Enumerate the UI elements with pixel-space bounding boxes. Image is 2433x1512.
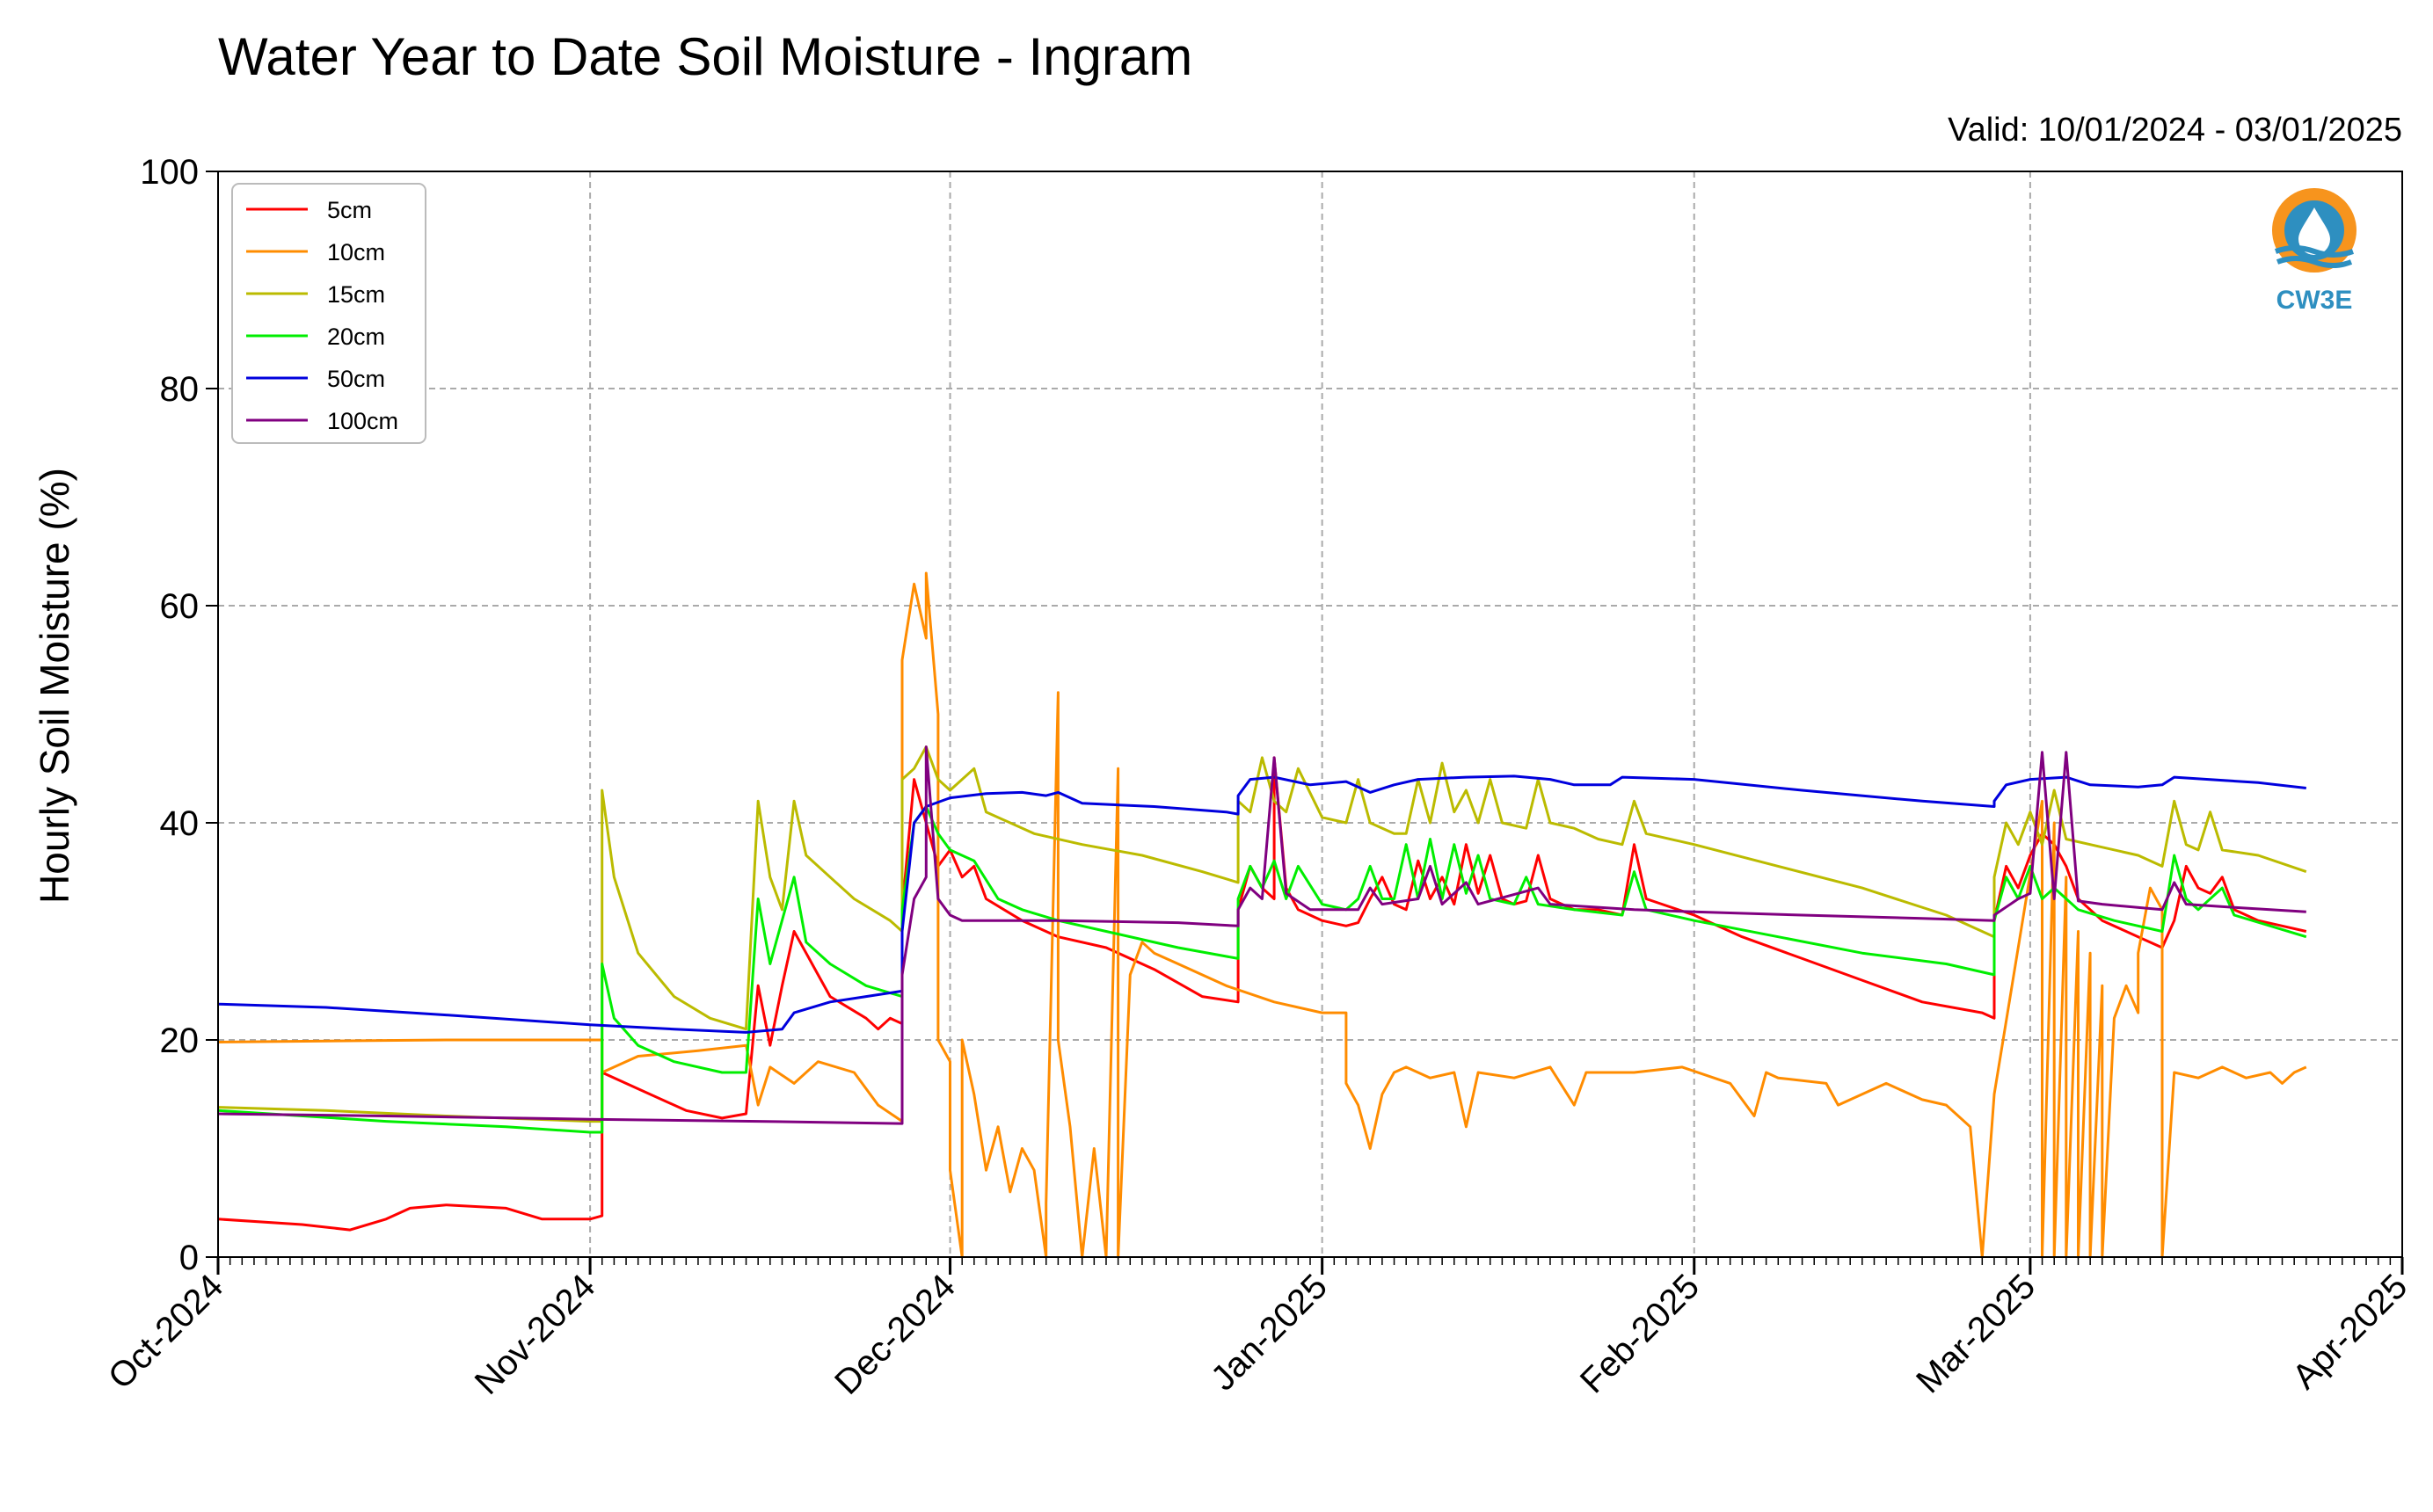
cw3e-logo: CW3E bbox=[2272, 188, 2357, 315]
legend-label-100cm: 100cm bbox=[327, 408, 398, 434]
chart-subtitle: Valid: 10/01/2024 - 03/01/2025 bbox=[1948, 112, 2402, 149]
series-line-20cm bbox=[217, 805, 2307, 1134]
series-lines bbox=[217, 571, 2307, 1259]
x-tick-label: Jan-2025 bbox=[1204, 1267, 1335, 1398]
x-tick-label: Dec-2024 bbox=[827, 1267, 963, 1402]
y-tick-label: 80 bbox=[160, 370, 200, 409]
minor-ticks bbox=[217, 1257, 2403, 1265]
x-tick-label: Mar-2025 bbox=[1909, 1267, 2043, 1400]
chart-title: Water Year to Date Soil Moisture - Ingra… bbox=[218, 27, 1192, 86]
plot-frame bbox=[217, 171, 2403, 1258]
y-axis-label: Hourly Soil Moisture (%) bbox=[32, 468, 77, 904]
legend-label-15cm: 15cm bbox=[327, 281, 385, 308]
legend-label-20cm: 20cm bbox=[327, 323, 385, 350]
legend-label-10cm: 10cm bbox=[327, 239, 385, 265]
series-line-5cm bbox=[217, 756, 2307, 1232]
y-tick-label: 60 bbox=[160, 587, 200, 626]
x-tick-label: Apr-2025 bbox=[2285, 1267, 2415, 1396]
y-tick-label: 100 bbox=[140, 153, 199, 192]
logo-text: CW3E bbox=[2276, 286, 2353, 315]
water-drop-icon bbox=[2272, 188, 2357, 273]
y-tick-label: 40 bbox=[160, 804, 200, 843]
series-line-10cm bbox=[217, 571, 2307, 1259]
grid-lines bbox=[218, 171, 2402, 1257]
legend-label-5cm: 5cm bbox=[327, 197, 372, 223]
x-tick-label: Feb-2025 bbox=[1573, 1267, 1707, 1400]
y-tick-label: 0 bbox=[179, 1239, 199, 1277]
legend-label-50cm: 50cm bbox=[327, 366, 385, 392]
y-tick-label: 20 bbox=[160, 1021, 200, 1060]
series-line-50cm bbox=[217, 774, 2306, 1034]
x-tick-label: Oct-2024 bbox=[101, 1267, 230, 1396]
x-tick-label: Nov-2024 bbox=[468, 1267, 603, 1402]
legend: 5cm 10cm 15cm 20cm 50cm 100cm bbox=[231, 183, 426, 444]
series-line-15cm bbox=[217, 745, 2307, 1123]
series-line-100cm bbox=[217, 745, 2306, 1125]
